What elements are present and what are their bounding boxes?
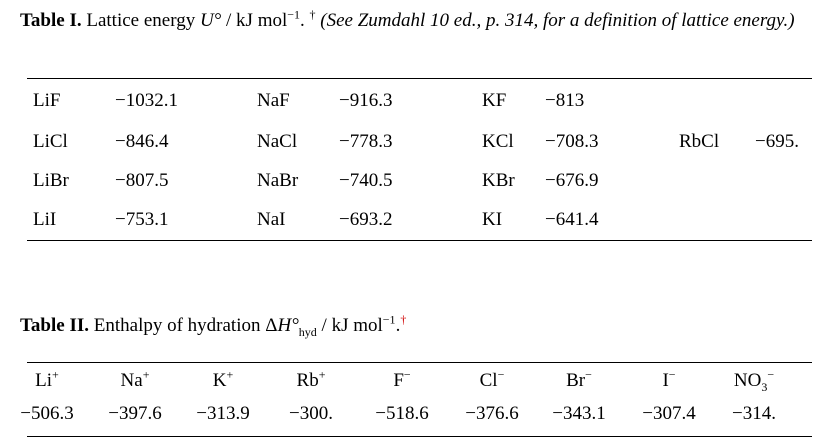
lattice-energy-value: −813 (545, 90, 585, 111)
compound-name: NaBr (257, 170, 299, 191)
compound-name: LiBr (33, 170, 69, 191)
table2-exponent: −1 (382, 312, 396, 327)
ion-symbol: Li+ (35, 367, 59, 391)
table1-symbol: U° (199, 10, 222, 31)
lattice-energy-value: −708.3 (545, 131, 599, 152)
table2-period: . (395, 315, 401, 336)
table2-label: Table II. (20, 315, 89, 336)
table2-caption-text: Enthalpy of hydration Δ (93, 315, 278, 336)
hydration-enthalpy-value: −313.9 (196, 403, 250, 424)
ion-symbol: NO3− (733, 367, 775, 394)
table2-unit: / kJ mol (316, 315, 383, 336)
lattice-energy-value: −695. (755, 131, 799, 152)
ion-symbol: I− (662, 367, 676, 391)
table1-top-rule (27, 78, 812, 79)
compound-name: LiF (33, 90, 61, 111)
table2-dagger: † (400, 312, 407, 327)
lattice-energy-value: −693.2 (339, 209, 393, 230)
ion-symbol: Cl− (479, 367, 505, 391)
hydration-enthalpy-value: −307.4 (642, 403, 696, 424)
ion-symbol: Na+ (120, 367, 150, 391)
lattice-energy-value: −916.3 (339, 90, 393, 111)
ion-symbol: Rb+ (296, 367, 326, 391)
compound-name: KF (482, 90, 507, 111)
hydration-enthalpy-value: −397.6 (108, 403, 162, 424)
table1-exponent: −1 (287, 7, 301, 22)
lattice-energy-value: −641.4 (545, 209, 599, 230)
table2-bottom-rule (27, 436, 812, 437)
table1-unit: / kJ mol (221, 10, 288, 31)
ion-symbol: K+ (212, 367, 234, 391)
table1-label: Table I. (20, 10, 82, 31)
hydration-enthalpy-value: −506.3 (20, 403, 74, 424)
lattice-energy-value: −1032.1 (115, 90, 178, 111)
table2-top-rule (27, 362, 812, 363)
lattice-energy-value: −807.5 (115, 170, 169, 191)
lattice-energy-value: −753.1 (115, 209, 169, 230)
hydration-enthalpy-value: −343.1 (552, 403, 606, 424)
hydration-enthalpy-value: −300. (289, 403, 333, 424)
compound-name: KCl (482, 131, 514, 152)
table1-bottom-rule (27, 240, 812, 241)
compound-name: KBr (482, 170, 515, 191)
lattice-energy-value: −676.9 (545, 170, 599, 191)
table1-caption: Table I. Lattice energy U° / kJ mol−1. †… (20, 7, 795, 31)
ion-symbol: F− (393, 367, 411, 391)
ion-symbol: Br− (566, 367, 592, 391)
table2-subscript: hyd (298, 324, 317, 339)
compound-name: NaF (257, 90, 290, 111)
table1-row: LiF −1032.1 NaF −916.3 KF −813 (27, 90, 812, 116)
table1-dagger: † (309, 7, 316, 22)
compound-name: LiI (33, 209, 57, 230)
lattice-energy-value: −740.5 (339, 170, 393, 191)
hydration-enthalpy-value: −314. (732, 403, 776, 424)
compound-name: NaCl (257, 131, 298, 152)
table1-caption-text: Lattice energy (86, 10, 200, 31)
lattice-energy-value: −846.4 (115, 131, 169, 152)
compound-name: LiCl (33, 131, 68, 152)
compound-name: NaI (257, 209, 286, 230)
table1-row: LiCl −846.4 NaCl −778.3 KCl −708.3 RbCl −695. (27, 131, 812, 157)
hydration-enthalpy-value: −376.6 (465, 403, 519, 424)
table2-caption: Table II. Enthalpy of hydration ΔH°hyd /… (20, 314, 406, 344)
compound-name: RbCl (679, 131, 720, 152)
lattice-energy-value: −778.3 (339, 131, 393, 152)
table1-row: LiBr −807.5 NaBr −740.5 KBr −676.9 (27, 170, 812, 196)
table1-note: (See Zumdahl 10 ed., p. 314, for a defin… (320, 10, 795, 31)
table1-row: LiI −753.1 NaI −693.2 KI −641.4 (27, 209, 812, 235)
table2-symbol: H° (277, 315, 299, 336)
hydration-enthalpy-value: −518.6 (375, 403, 429, 424)
compound-name: KI (482, 209, 503, 230)
